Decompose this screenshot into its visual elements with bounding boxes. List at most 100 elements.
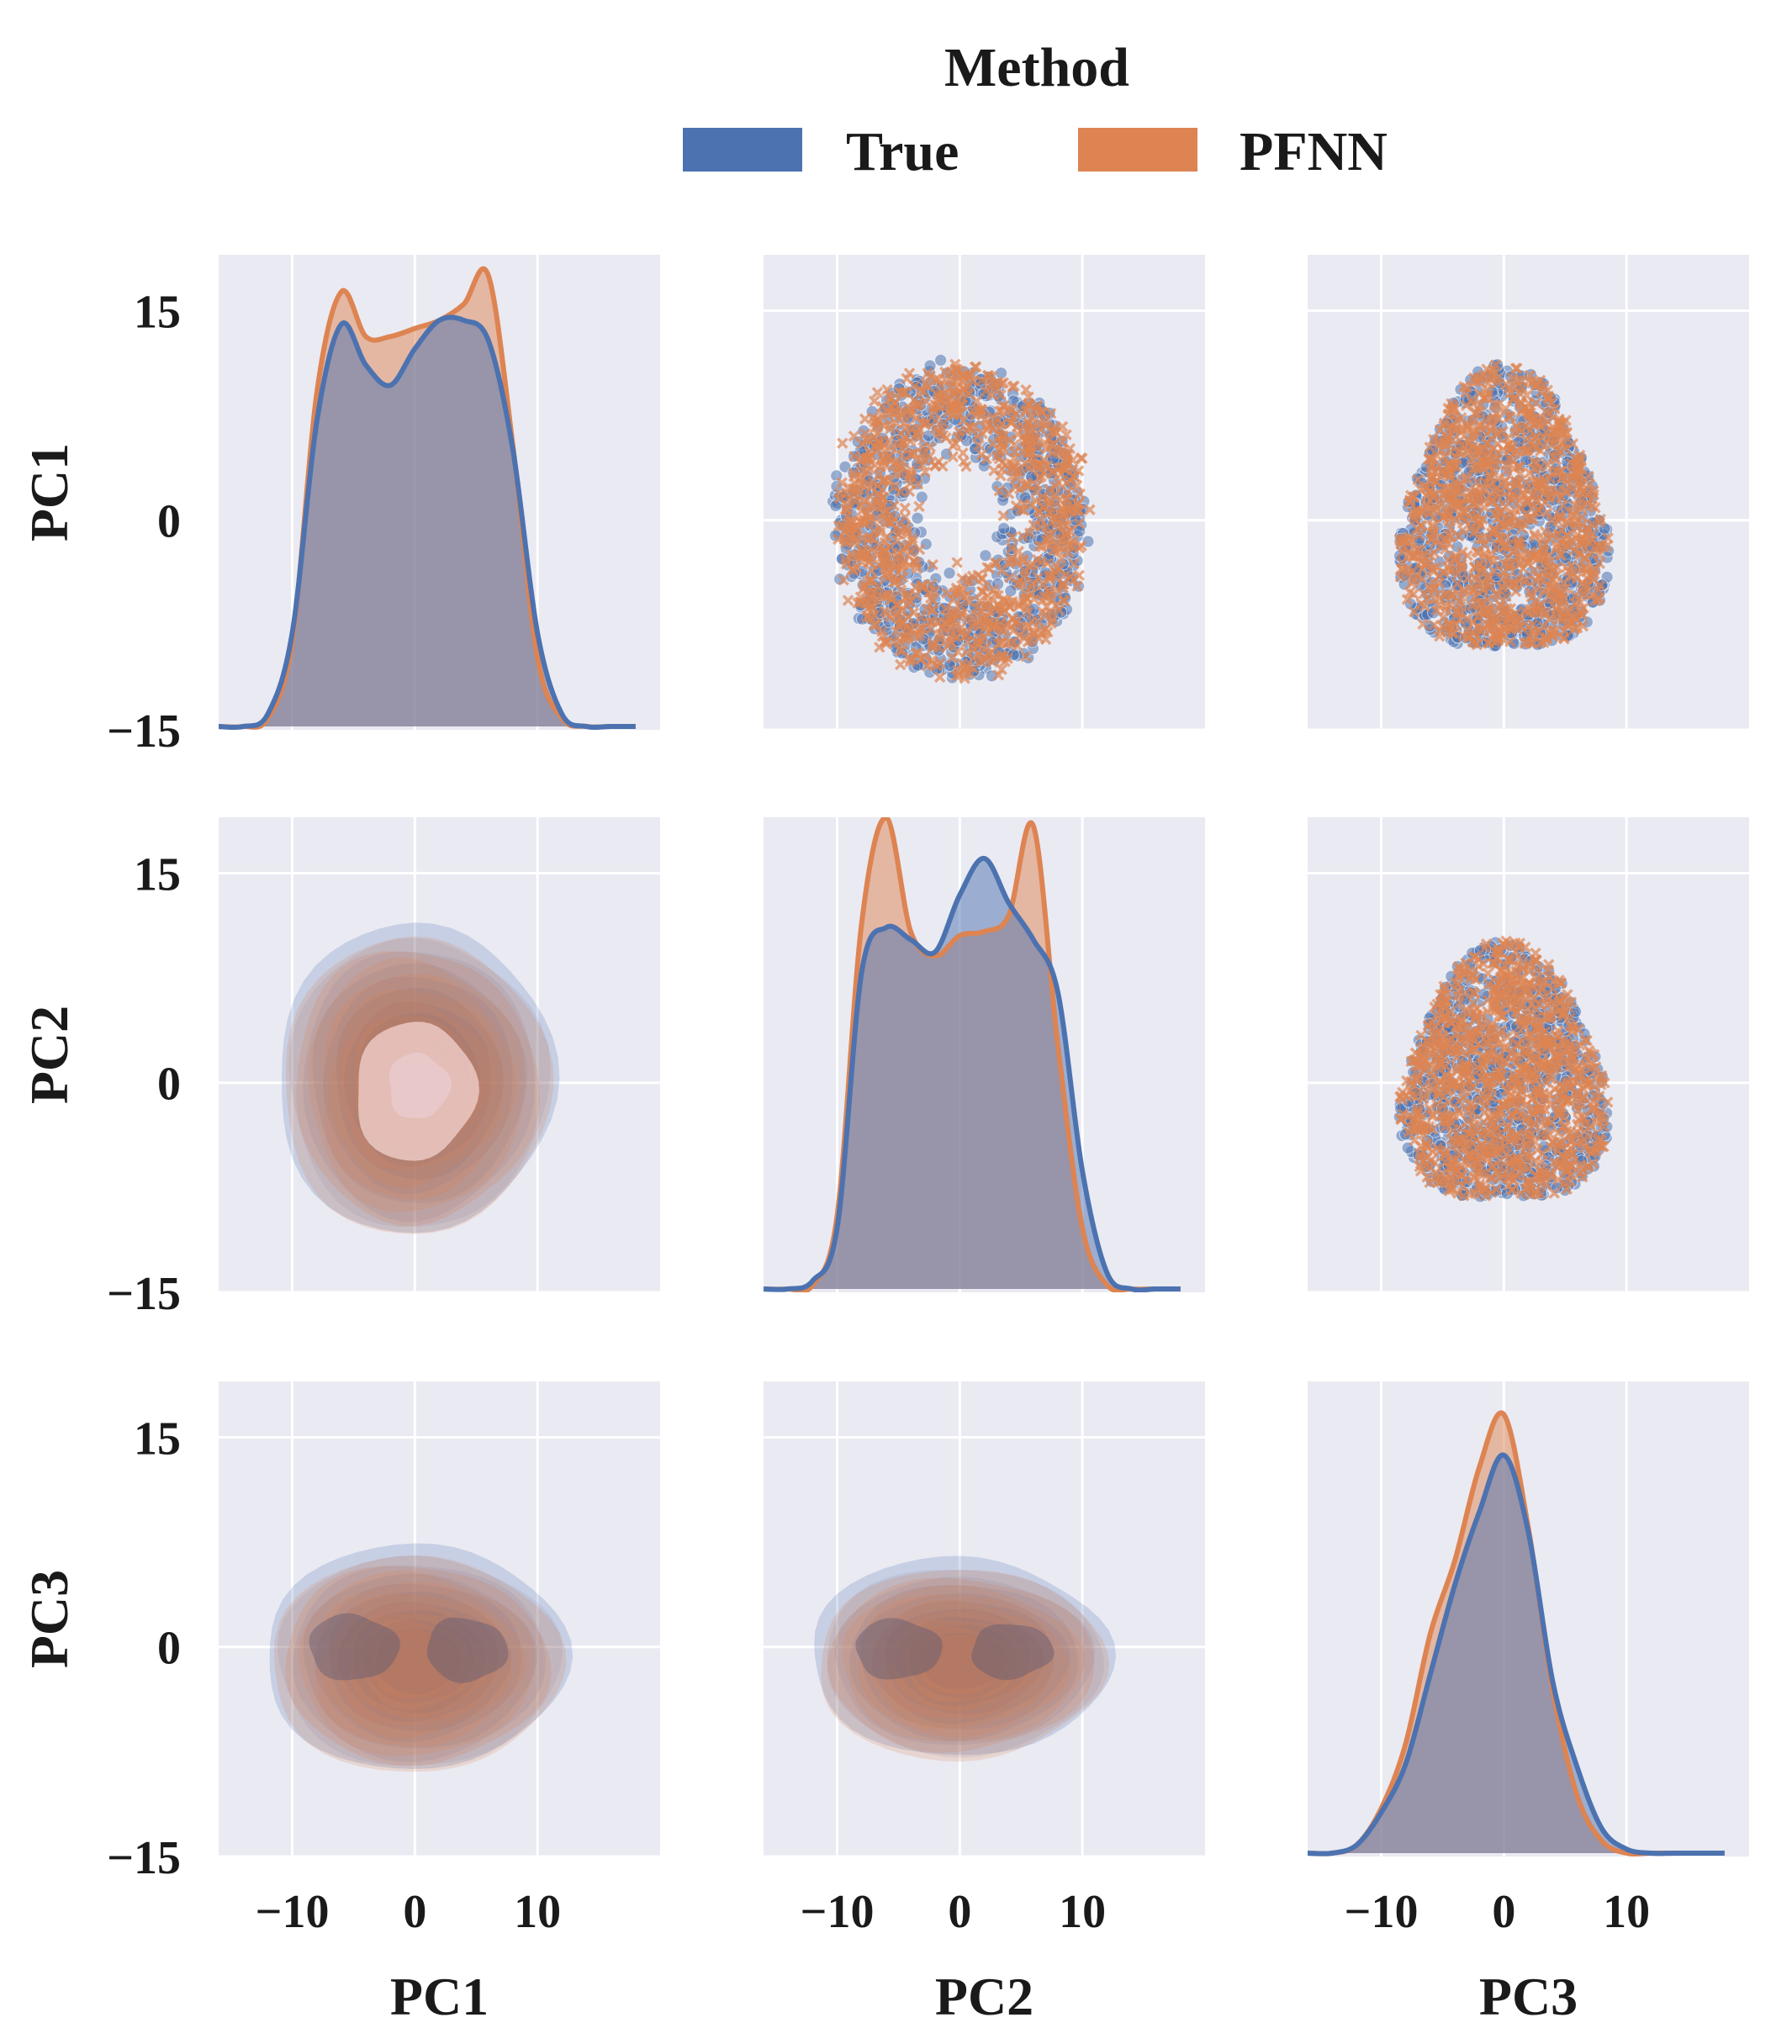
scatter-point-pfnn [868,411,880,424]
scatter-point-pfnn [1597,541,1610,553]
scatter-point-pfnn [1542,492,1555,504]
scatter-point-pfnn [1510,1038,1523,1051]
scatter-point-pfnn [893,438,905,451]
scatter-point-pfnn [929,459,942,471]
scatter-point-pfnn [920,395,932,408]
scatter-point-pfnn [987,652,1000,665]
scatter-point-pfnn [947,409,959,420]
scatter-point-pfnn [1397,547,1409,558]
scatter-point-pfnn [1486,494,1499,506]
scatter-point-pfnn [1004,434,1016,446]
legend-label-true: True [846,121,959,182]
scatter-point-pfnn [1031,479,1043,492]
scatter-point-pfnn [1555,512,1567,524]
scatter-point-pfnn [1517,444,1529,457]
scatter-point-pfnn [976,605,988,617]
scatter-point-pfnn [901,528,913,541]
scatter-point-pfnn [917,441,929,453]
scatter-point-pfnn [1453,595,1466,608]
kde-line-true [219,314,636,730]
scatter-point-pfnn [1430,465,1441,478]
scatter-point-pfnn [1408,574,1419,587]
scatter-point-pfnn [925,623,937,635]
scatter-point-pfnn [1424,441,1435,453]
scatter-point-pfnn [1560,582,1572,594]
scatter-point-pfnn [983,562,996,574]
scatter-point-pfnn [1492,377,1504,388]
scatter-point-pfnn [1028,460,1040,472]
scatter-point-pfnn [1482,594,1494,605]
scatter-point-pfnn [1544,473,1557,484]
scatter-point-pfnn [900,520,912,533]
scatter-point-pfnn [889,514,901,526]
scatter-point-pfnn [1533,626,1545,638]
scatter-point-pfnn [893,461,905,473]
scatter-point-pfnn [1007,625,1019,636]
scatter-point-pfnn [875,590,888,602]
scatter-point-pfnn [1073,517,1086,530]
panel-pc2-pc2 [764,817,1205,1292]
scatter-point-pfnn [1550,570,1562,583]
scatter-series-pfnn [1393,359,1614,651]
scatter-point-pfnn [843,524,855,536]
scatter-point-pfnn [1499,520,1510,532]
scatter-point-pfnn [880,608,893,621]
scatter-point-pfnn [1411,509,1423,520]
scatter-point-pfnn [880,460,892,472]
scatter-point-pfnn [1539,557,1551,568]
scatter-point-pfnn [1472,425,1484,436]
scatter-point-pfnn [878,513,890,525]
scatter-point-pfnn [1528,528,1541,541]
scatter-point-pfnn [896,617,907,630]
scatter-point-pfnn [852,490,864,503]
scatter-point-pfnn [1489,359,1502,371]
scatter-point-pfnn [1443,1096,1456,1108]
scatter-point-pfnn [1477,533,1489,546]
scatter-point-pfnn [967,652,980,664]
scatter-point-pfnn [1471,546,1483,557]
scatter-point-pfnn [1028,519,1039,531]
scatter-point-pfnn [963,611,975,623]
scatter-point-pfnn [1550,427,1562,439]
legend-swatch-true [683,128,802,172]
scatter-point-pfnn [993,599,1006,611]
scatter-point-pfnn [1482,967,1494,980]
legend-title: Method [944,37,1129,98]
scatter-point-pfnn [956,658,969,669]
scatter-point-pfnn [1430,536,1442,548]
scatter-point-pfnn [1022,636,1034,648]
scatter-point-pfnn [1070,479,1083,492]
scatter-point-pfnn [1528,564,1541,576]
scatter-point-pfnn [1472,489,1485,502]
scatter-point-pfnn [1455,561,1467,573]
scatter-point-pfnn [1483,446,1496,458]
scatter-point-pfnn [1541,426,1552,438]
scatter-point-pfnn [840,558,853,570]
scatter-point-pfnn [1012,463,1023,475]
scatter-point-pfnn [861,611,874,623]
scatter-point-pfnn [1519,575,1531,588]
scatter-point-pfnn [1438,980,1450,992]
scatter-point-pfnn [973,439,985,452]
scatter-point-pfnn [1492,412,1504,425]
scatter-point-pfnn [1551,609,1563,621]
scatter-point-pfnn [911,562,923,575]
scatter-point-pfnn [970,361,982,372]
scatter-point-pfnn [1530,457,1543,469]
scatter-point-pfnn [1057,514,1070,526]
scatter-point-pfnn [1542,393,1555,406]
scatter-point-pfnn [1465,521,1477,533]
scatter-point-pfnn [1460,399,1472,411]
scatter-point-pfnn [946,607,958,620]
scatter-point-pfnn [1429,594,1441,605]
scatter-point-pfnn [891,535,904,547]
scatter-point-pfnn [1429,511,1440,524]
scatter-point-pfnn [1532,571,1544,583]
scatter-point-pfnn [1456,547,1468,558]
scatter-point-pfnn [1471,631,1483,642]
scatter-point-pfnn [903,538,915,551]
scatter-point-pfnn [1507,547,1519,559]
scatter-point-pfnn [1443,537,1455,550]
scatter-point-pfnn [1514,425,1527,436]
scatter-point-pfnn [1525,587,1536,599]
